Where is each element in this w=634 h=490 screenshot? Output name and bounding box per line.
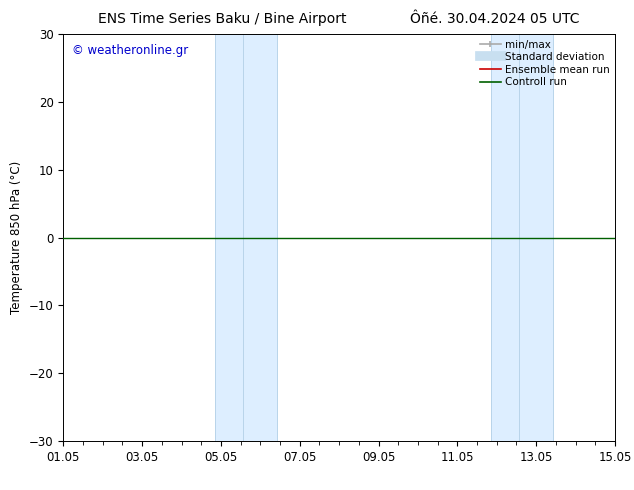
Bar	[519, 34, 553, 441]
Legend: min/max, Standard deviation, Ensemble mean run, Controll run: min/max, Standard deviation, Ensemble me…	[478, 37, 612, 89]
Text: © weatheronline.gr: © weatheronline.gr	[72, 45, 188, 57]
Text: Ôñé. 30.04.2024 05 UTC: Ôñé. 30.04.2024 05 UTC	[410, 12, 579, 26]
Y-axis label: Temperature 850 hPa (°C): Temperature 850 hPa (°C)	[10, 161, 23, 314]
Bar	[215, 34, 243, 441]
Text: ENS Time Series Baku / Bine Airport: ENS Time Series Baku / Bine Airport	[98, 12, 346, 26]
Bar	[243, 34, 277, 441]
Bar	[491, 34, 519, 441]
